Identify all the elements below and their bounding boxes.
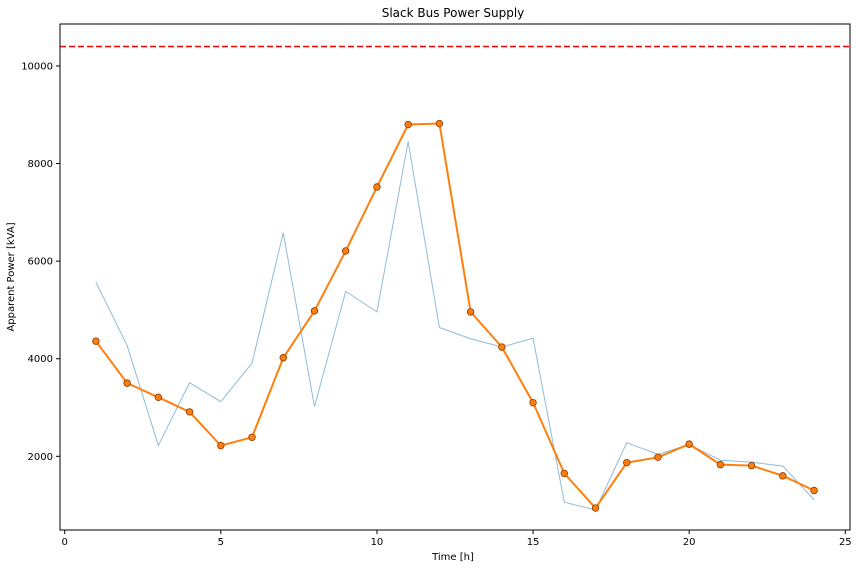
series-2-point	[92, 337, 100, 345]
series-2-point	[529, 398, 537, 407]
series-2-point	[685, 440, 693, 448]
x-tick-label: 25	[839, 537, 852, 548]
series-2-point	[623, 458, 631, 467]
plot-frame	[59, 23, 851, 531]
x-tick-label: 5	[218, 537, 224, 548]
series-2-point	[279, 354, 287, 362]
y-tick-label: 10000	[21, 61, 53, 72]
series-2-point	[779, 472, 787, 480]
series-2-point	[466, 308, 475, 316]
series-2-point	[123, 379, 131, 387]
series-2-point	[342, 247, 350, 255]
y-tick-label: 2000	[28, 452, 53, 463]
series-2-line	[95, 122, 815, 510]
y-tick-label: 4000	[28, 354, 53, 365]
series-2-point	[435, 119, 444, 128]
series-2-point	[404, 120, 412, 129]
series-2-point	[747, 461, 756, 470]
y-axis-label: Apparent Power [kVA]	[6, 222, 17, 331]
y-tick-label: 8000	[28, 159, 53, 170]
series-2-point	[591, 504, 600, 512]
x-tick-label: 0	[61, 537, 67, 548]
series-2-point	[810, 486, 818, 495]
series-2-point	[498, 343, 506, 351]
series-2-point	[154, 393, 163, 401]
series-2-point	[217, 441, 225, 450]
x-axis-label: Time [h]	[431, 552, 474, 563]
plot-area	[60, 45, 850, 512]
series-2-point	[248, 433, 256, 441]
series-2-point	[310, 307, 319, 315]
chart-title: Slack Bus Power Supply	[382, 6, 525, 20]
y-tick-label: 6000	[28, 257, 53, 268]
series-2-point	[654, 453, 662, 461]
x-tick-label: 15	[527, 537, 540, 548]
series-2-point	[716, 460, 725, 469]
series-2-point	[373, 183, 381, 191]
x-tick-label: 20	[683, 537, 696, 548]
x-tick-label: 10	[371, 537, 384, 548]
axes: 0 5 10 15 20 25 2000 4000 6000 8000 10000	[21, 61, 851, 548]
series-2-point	[560, 469, 568, 478]
series-2-point	[185, 408, 194, 416]
